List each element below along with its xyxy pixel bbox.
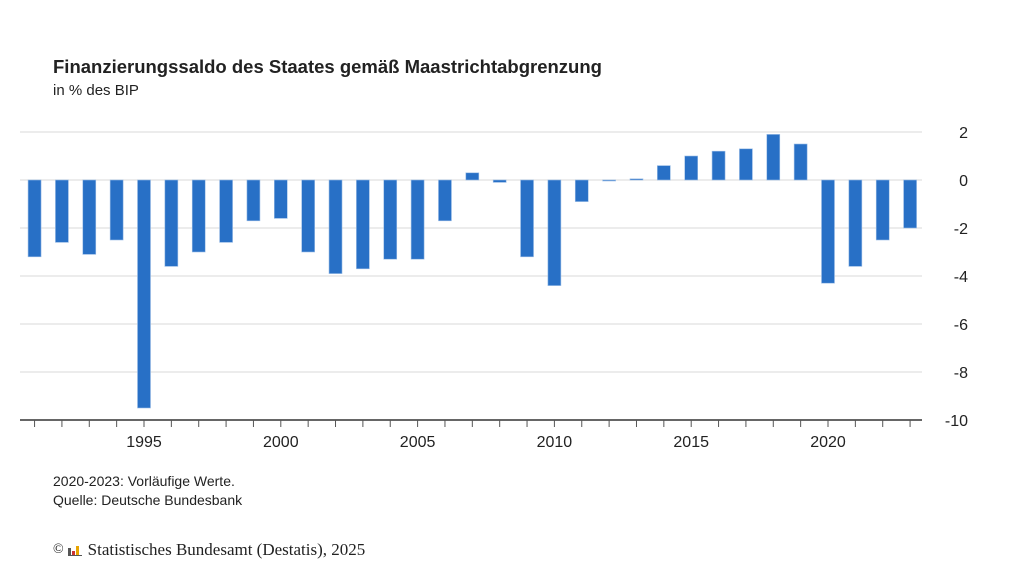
bar-2021	[848, 179, 863, 267]
x-tick-label: 2020	[810, 434, 846, 451]
bars	[27, 134, 917, 409]
bar-2017	[739, 148, 753, 181]
bar-1991	[27, 179, 42, 258]
y-tick-label: -6	[954, 317, 968, 334]
bar-2010	[547, 179, 562, 286]
y-tick-label: -10	[945, 413, 968, 430]
note-source: Quelle: Deutsche Bundesbank	[53, 492, 243, 508]
bar-1999	[246, 179, 261, 222]
y-tick-label: -2	[954, 221, 968, 238]
bar-1994	[109, 179, 124, 241]
bar-2023	[903, 179, 917, 229]
bar-2016	[711, 150, 726, 181]
bar-2006	[438, 179, 452, 222]
bar-2011	[574, 179, 589, 202]
x-tick-label: 2000	[263, 434, 299, 451]
copyright: © Statistisches Bundesamt (Destatis), 20…	[53, 540, 365, 560]
bar-2018	[766, 134, 781, 181]
x-tick-label: 1995	[126, 434, 162, 451]
bar-2002	[328, 179, 343, 274]
y-tick-label: 0	[959, 173, 968, 190]
bar-2008	[492, 179, 507, 183]
y-axis: 2 0 -2 -4 -6 -8 -10	[945, 125, 968, 430]
note-preliminary: 2020-2023: Vorläufige Werte.	[53, 473, 235, 489]
destatis-logo-icon	[67, 544, 82, 556]
bar-1995	[137, 179, 151, 409]
gridlines	[20, 131, 922, 373]
bar-2004	[383, 179, 398, 260]
bar-chart: 1995 2000 2005 2010 2015 2020 2 0 -2 -4 -6 -8 -10	[20, 125, 968, 451]
bar-2014	[657, 165, 671, 181]
bar-2022	[875, 179, 890, 241]
y-tick-label: 2	[959, 125, 968, 142]
bar-1993	[82, 179, 97, 255]
bar-2000	[273, 179, 288, 219]
copyright-text: Statistisches Bundesamt (Destatis), 2025	[87, 540, 366, 559]
x-tick-label: 2005	[400, 434, 436, 451]
bar-2019	[793, 143, 808, 181]
chart-subtitle: in % des BIP	[53, 82, 139, 99]
bar-1997	[191, 179, 206, 253]
bar-1998	[219, 179, 233, 243]
bar-2012	[602, 179, 616, 182]
bar-2003	[356, 179, 370, 270]
bar-1996	[164, 179, 179, 267]
bar-2001	[301, 179, 315, 253]
chart-title: Finanzierungssaldo des Staates gemäß Maa…	[53, 56, 602, 77]
x-axis: 1995 2000 2005 2010 2015 2020	[20, 419, 922, 451]
bar-2015	[684, 155, 699, 181]
bar-2007	[465, 172, 480, 181]
x-tick-label: 2015	[673, 434, 709, 451]
y-tick-label: -8	[954, 365, 968, 382]
y-tick-label: -4	[954, 269, 968, 286]
x-tick-label: 2010	[537, 434, 573, 451]
bar-2013	[629, 178, 644, 181]
bar-2005	[410, 179, 425, 260]
bar-1992	[55, 179, 69, 243]
bar-2009	[520, 179, 534, 258]
copyright-symbol: ©	[53, 542, 64, 557]
bar-2020	[821, 179, 835, 284]
